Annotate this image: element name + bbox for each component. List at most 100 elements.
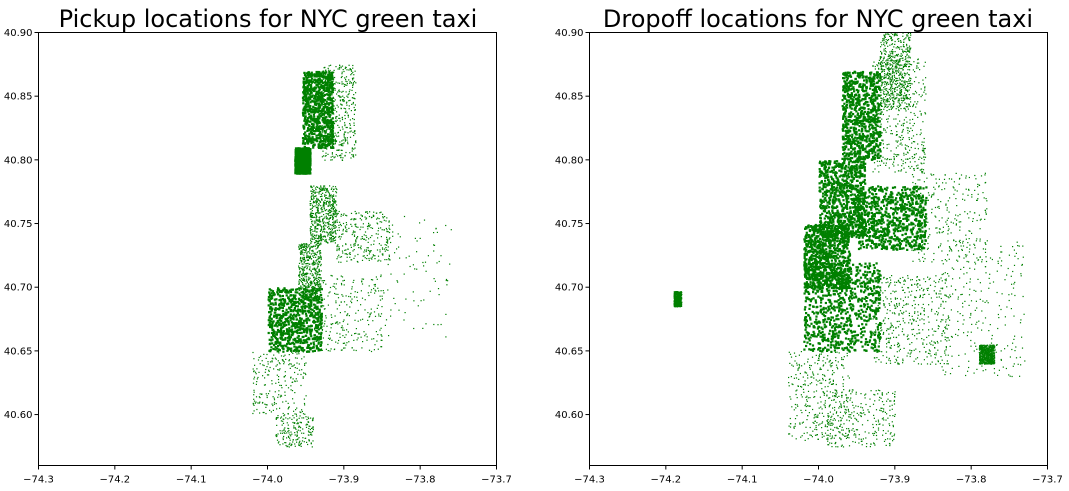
- pickup-point: [321, 199, 323, 201]
- pickup-point: [310, 190, 312, 192]
- pickup-point: [433, 244, 436, 246]
- pickup-point: [335, 233, 337, 235]
- pickup-point: [305, 321, 308, 324]
- pickup-point: [272, 303, 275, 306]
- pickup-point: [332, 214, 334, 216]
- pickup-point: [284, 430, 286, 432]
- pickup-point: [323, 230, 325, 233]
- pickup-x-axis: −74.3 −74.2 −74.1 −74.0 −73.9 −73.8 −73.7: [23, 465, 512, 486]
- pickup-point: [284, 311, 288, 314]
- pickup-point: [325, 103, 327, 105]
- pickup-point: [335, 288, 337, 290]
- pickup-point: [302, 437, 304, 439]
- pickup-point: [307, 84, 310, 87]
- pickup-point: [300, 245, 302, 247]
- pickup-point: [326, 135, 328, 137]
- pickup-point: [268, 315, 271, 318]
- pickup-point: [320, 73, 323, 76]
- pickup-point: [268, 291, 271, 294]
- pickup-point: [316, 127, 319, 130]
- pickup-point: [349, 69, 351, 71]
- pickup-point: [323, 217, 325, 219]
- pickup-point: [289, 310, 292, 313]
- pickup-point: [324, 110, 327, 113]
- pickup-point: [275, 321, 278, 324]
- pickup-point: [368, 215, 371, 218]
- pickup-point: [303, 246, 305, 248]
- pickup-point: [311, 262, 314, 264]
- pickup-point: [319, 81, 322, 84]
- pickup-point: [298, 331, 302, 334]
- pickup-point: [386, 229, 388, 231]
- pickup-point: [267, 296, 270, 299]
- pickup-point: [322, 117, 325, 120]
- pickup-point: [424, 261, 427, 263]
- pickup-point: [368, 257, 370, 260]
- pickup-point: [366, 247, 368, 249]
- pickup-point: [320, 277, 322, 279]
- pickup-point: [382, 216, 384, 218]
- pickup-point: [330, 240, 332, 242]
- pickup-point: [327, 218, 329, 220]
- pickup-point: [309, 148, 312, 151]
- pickup-point: [341, 153, 343, 155]
- pickup-point: [296, 336, 299, 339]
- pickup-point: [368, 250, 371, 252]
- pickup-point: [331, 71, 334, 74]
- pickup-point: [276, 328, 280, 332]
- pickup-point: [445, 278, 448, 281]
- pickup-point: [361, 278, 363, 280]
- pickup-point: [278, 394, 280, 396]
- pickup-point: [316, 204, 318, 206]
- pickup-point: [353, 279, 355, 281]
- pickup-point: [351, 150, 353, 152]
- pickup-point: [291, 300, 294, 303]
- pickup-point: [307, 259, 310, 261]
- pickup-point: [333, 78, 335, 80]
- pickup-point: [292, 352, 294, 354]
- pickup-point: [383, 292, 385, 294]
- pickup-point: [314, 205, 316, 207]
- pickup-point: [323, 280, 326, 282]
- pickup-point: [302, 376, 304, 378]
- pickup-point: [278, 350, 280, 353]
- pickup-point: [336, 188, 338, 191]
- pickup-point: [302, 302, 305, 305]
- pickup-point: [308, 285, 310, 287]
- pickup-point: [353, 296, 356, 298]
- pickup-point: [353, 148, 355, 150]
- pickup-point: [355, 241, 357, 243]
- pickup-point: [319, 244, 321, 246]
- pickup-point: [288, 327, 291, 330]
- pickup-point: [380, 236, 382, 238]
- pickup-point: [283, 324, 286, 327]
- pickup-point: [304, 404, 306, 406]
- pickup-point: [380, 313, 383, 315]
- pickup-point: [282, 350, 285, 353]
- pickup-point: [282, 288, 285, 291]
- pickup-point: [332, 216, 334, 219]
- pickup-point: [335, 210, 337, 212]
- pickup-point: [265, 357, 267, 359]
- pickup-point: [275, 418, 277, 420]
- pickup-point: [292, 378, 294, 380]
- pickup-point: [296, 332, 299, 335]
- pickup-point: [353, 106, 355, 109]
- pickup-point: [331, 159, 333, 161]
- pickup-point: [379, 249, 381, 251]
- pickup-point: [282, 438, 284, 441]
- pickup-point: [280, 290, 283, 294]
- dropoff-scatter-points: [673, 32, 1026, 448]
- pickup-point: [316, 129, 319, 132]
- pickup-point: [298, 299, 301, 302]
- pickup-point: [313, 316, 316, 319]
- pickup-point: [327, 126, 330, 129]
- pickup-point: [324, 320, 326, 322]
- pickup-point: [353, 77, 355, 79]
- pickup-point: [314, 252, 316, 254]
- pickup-point: [331, 210, 333, 213]
- pickup-point: [341, 325, 343, 327]
- pickup-point: [314, 237, 316, 239]
- pickup-point: [341, 349, 343, 351]
- pickup-point: [303, 341, 306, 344]
